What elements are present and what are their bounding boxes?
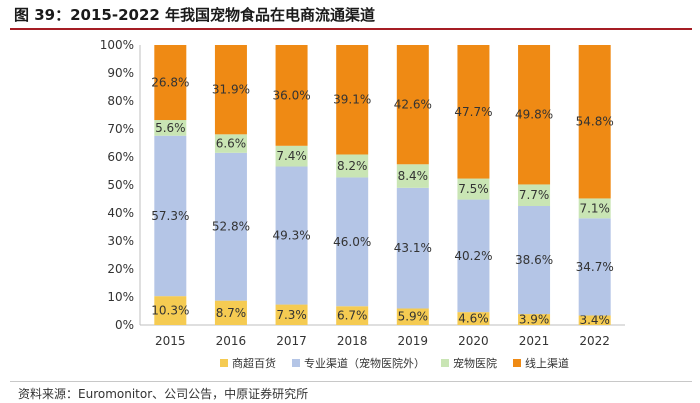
data-label: 8.7%: [216, 306, 247, 320]
y-tick-label: 90%: [107, 66, 134, 80]
y-tick-label: 70%: [107, 122, 134, 136]
y-tick-label: 0%: [115, 318, 134, 332]
x-tick-label: 2016: [216, 334, 247, 348]
legend-label: 宠物医院: [453, 356, 497, 370]
y-tick-label: 80%: [107, 94, 134, 108]
data-label: 49.8%: [515, 108, 553, 122]
y-tick-label: 10%: [107, 290, 134, 304]
legend-swatch: [441, 359, 449, 367]
title-divider: [10, 28, 692, 30]
bar-segment: [518, 45, 551, 185]
data-label: 8.2%: [337, 159, 368, 173]
data-label: 43.1%: [394, 241, 432, 255]
legend-label: 专业渠道（宠物医院外）: [304, 356, 425, 370]
bar-segment: [275, 145, 308, 167]
bar-segment: [457, 312, 490, 325]
data-label: 36.0%: [273, 88, 311, 102]
bar-segment: [396, 164, 429, 188]
data-label: 6.7%: [337, 309, 368, 323]
x-tick-label: 2022: [579, 334, 610, 348]
data-label: 6.6%: [216, 137, 247, 151]
data-label: 52.8%: [212, 220, 250, 234]
data-label: 4.6%: [458, 312, 489, 326]
data-label: 7.7%: [519, 188, 550, 202]
chart-title: 图 39：2015-2022 年我国宠物食品在电商流通渠道: [14, 6, 376, 24]
bar-segment: [396, 187, 429, 309]
bar-segment: [275, 45, 308, 146]
source-divider: [10, 381, 692, 382]
y-tick-label: 60%: [107, 150, 134, 164]
bar-segment: [336, 154, 369, 178]
data-label: 57.3%: [151, 209, 189, 223]
data-label: 39.1%: [333, 93, 371, 107]
bar-segment: [275, 166, 308, 305]
y-tick-label: 50%: [107, 178, 134, 192]
bar-segment: [578, 45, 611, 199]
bar-segment: [518, 314, 551, 325]
bar-segment: [457, 178, 490, 200]
data-label: 38.6%: [515, 253, 553, 267]
data-label: 7.1%: [579, 201, 610, 215]
data-label: 54.8%: [576, 115, 614, 129]
source-note: 资料来源：Euromonitor、公司公告，中原证券研究所: [18, 387, 309, 401]
data-label: 42.6%: [394, 98, 432, 112]
bar-segment: [336, 177, 369, 307]
stacked-bar-chart: 0% 10% 20% 30% 40% 50% 60% 70% 80% 90% 100% 10.3% 57…: [100, 38, 625, 370]
x-tick-label: 2021: [519, 334, 550, 348]
bar-segment: [214, 300, 247, 325]
data-label: 46.0%: [333, 235, 371, 249]
data-label: 31.9%: [212, 83, 250, 97]
legend-label: 线上渠道: [525, 356, 569, 370]
bar-segment: [457, 199, 490, 313]
x-tick-label: 2020: [458, 334, 489, 348]
bar-segment: [214, 134, 247, 153]
bar-segment: [336, 306, 369, 325]
bar-segment: [214, 152, 247, 301]
data-label: 7.3%: [276, 308, 307, 322]
data-label: 49.3%: [273, 229, 311, 243]
bar-segment: [336, 45, 369, 155]
data-label: 26.8%: [151, 76, 189, 90]
bar-segment: [578, 198, 611, 219]
bar-segment: [457, 45, 490, 179]
bar-segment: [578, 218, 611, 316]
bar-segment: [396, 45, 429, 165]
data-label: 7.5%: [458, 182, 489, 196]
data-label: 40.2%: [454, 249, 492, 263]
data-label: 8.4%: [398, 169, 429, 183]
bar-segment: [396, 308, 429, 325]
bar-segment: [154, 120, 187, 136]
y-tick-label: 20%: [107, 262, 134, 276]
bar-segment: [154, 135, 187, 297]
x-tick-label: 2015: [155, 334, 186, 348]
bar-segment: [154, 296, 187, 325]
bar-segment: [518, 206, 551, 315]
legend-swatch: [220, 359, 228, 367]
legend-label: 商超百货: [232, 356, 276, 370]
legend-swatch: [513, 359, 521, 367]
bar-segment: [578, 315, 611, 325]
x-tick-label: 2017: [276, 334, 307, 348]
data-label: 5.6%: [155, 121, 186, 135]
y-tick-label: 40%: [107, 206, 134, 220]
data-label: 5.9%: [398, 310, 429, 324]
bar-segment: [214, 45, 247, 135]
y-tick-label: 100%: [100, 38, 134, 52]
bar-segment: [275, 304, 308, 325]
y-tick-label: 30%: [107, 234, 134, 248]
data-label: 3.4%: [579, 313, 610, 327]
data-label: 7.4%: [276, 149, 307, 163]
bar-segment: [518, 184, 551, 206]
x-tick-label: 2018: [337, 334, 368, 348]
data-label: 10.3%: [151, 304, 189, 318]
data-label: 47.7%: [454, 105, 492, 119]
x-tick-label: 2019: [398, 334, 429, 348]
data-label: 3.9%: [519, 313, 550, 327]
legend-swatch: [292, 359, 300, 367]
bar-segment: [154, 45, 187, 121]
data-label: 34.7%: [576, 260, 614, 274]
